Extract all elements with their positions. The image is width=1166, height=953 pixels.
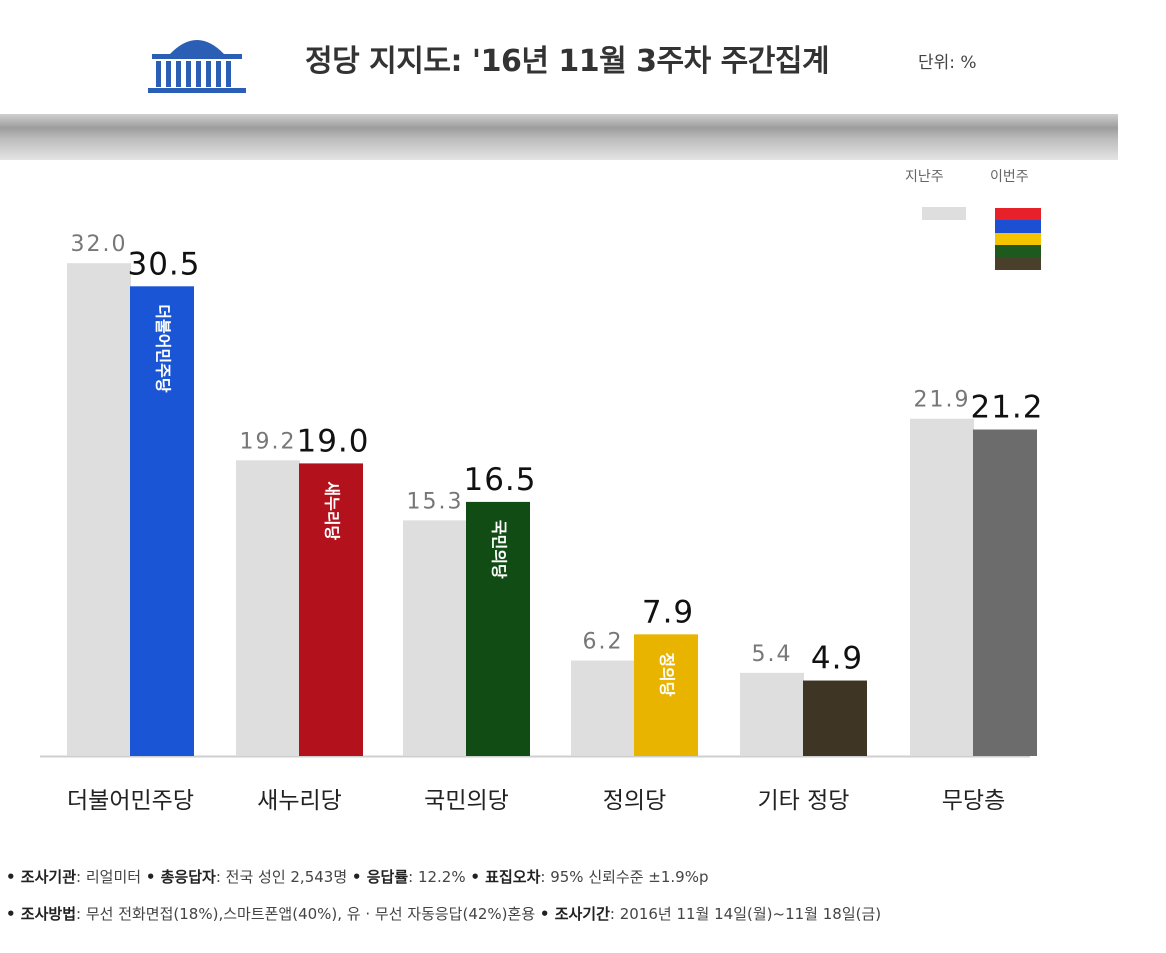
bar-party-logo-label: 새누리당	[323, 481, 342, 540]
legend-current-swatch	[995, 208, 1041, 270]
legend-current-label: 이번주	[990, 169, 1029, 185]
footer-key: • 조사방법	[6, 905, 77, 923]
data-label-previous-week: 19.2	[240, 429, 297, 454]
legend-current-stripe	[995, 257, 1041, 270]
bar-previous-week	[236, 460, 300, 756]
footer-value: : 95% 신뢰수준 ±1.9%p	[540, 868, 709, 886]
footer-key: • 조사기간	[539, 905, 610, 923]
legend-current-stripe	[995, 220, 1041, 233]
footer-value: : 2016년 11월 14일(월)~11월 18일(금)	[609, 905, 882, 923]
data-label-current-week: 4.9	[811, 641, 863, 677]
data-label-current-week: 30.5	[127, 246, 200, 282]
bar-current-week	[299, 463, 363, 756]
x-axis-category-label: 더불어민주당	[67, 788, 194, 814]
bar-current-week	[803, 680, 867, 756]
bar-party-logo-label: 정의당	[658, 652, 677, 696]
bar-party-logo-label: 국민의당	[490, 520, 509, 579]
chart-header: 정당 지지도: '16년 11월 3주차 주간집계 단위: %	[0, 0, 1166, 110]
bar-current-week	[466, 501, 530, 756]
legend-current-stripe	[995, 245, 1041, 258]
data-label-previous-week: 5.4	[752, 642, 793, 667]
legend-current-stripe	[995, 208, 1041, 221]
bar-current-week	[634, 634, 698, 756]
bar-previous-week	[403, 520, 467, 756]
bar-previous-week	[67, 263, 131, 756]
footer-value: : 리얼미터	[76, 868, 146, 886]
unit-label: 단위: %	[918, 53, 977, 73]
x-axis-category-label: 정의당	[603, 788, 666, 814]
footer-key: • 총응답자	[145, 868, 216, 886]
legend-previous-swatch	[922, 207, 966, 220]
data-label-previous-week: 6.2	[583, 630, 624, 655]
footer-key: • 표집오차	[470, 868, 541, 886]
footer-value: : 12.2%	[408, 868, 471, 886]
footer-value: : 무선 전화면접(18%),스마트폰앱(40%), 유 · 무선 자동응답(4…	[76, 905, 540, 923]
data-label-previous-week: 15.3	[407, 489, 464, 514]
bar-current-week	[973, 429, 1037, 756]
legend-previous-label: 지난주	[905, 169, 944, 185]
bar-previous-week	[571, 660, 635, 756]
data-label-current-week: 21.2	[970, 390, 1043, 426]
x-axis-category-label: 기타 정당	[758, 788, 850, 814]
bar-party-logo-label: 더불어민주당	[154, 304, 173, 393]
footer-line-2: • 조사방법: 무선 전화면접(18%),스마트폰앱(40%), 유 · 무선 …	[6, 903, 881, 924]
x-axis-category-label: 새누리당	[257, 788, 342, 814]
bar-previous-week	[740, 672, 804, 756]
footer-key: • 조사기관	[6, 868, 77, 886]
footer-value: : 전국 성인 2,543명	[215, 868, 352, 886]
national-assembly-logo-icon	[148, 40, 246, 93]
bar-current-week	[130, 286, 194, 756]
header-divider-band	[0, 114, 1118, 160]
legend-current-stripe	[995, 232, 1041, 246]
chart-title: 정당 지지도: '16년 11월 3주차 주간집계	[305, 44, 830, 79]
x-axis-category-label: 국민의당	[424, 788, 509, 814]
footer-line-1: • 조사기관: 리얼미터 • 총응답자: 전국 성인 2,543명 • 응답률:…	[6, 866, 709, 887]
data-label-current-week: 19.0	[296, 423, 369, 459]
data-label-current-week: 7.9	[642, 594, 694, 630]
footer-key: • 응답률	[351, 868, 409, 886]
data-label-previous-week: 32.0	[71, 232, 128, 257]
x-axis-category-label: 무당층	[942, 788, 1005, 814]
data-label-current-week: 16.5	[463, 462, 536, 498]
data-label-previous-week: 21.9	[914, 388, 971, 413]
bar-previous-week	[910, 418, 974, 756]
